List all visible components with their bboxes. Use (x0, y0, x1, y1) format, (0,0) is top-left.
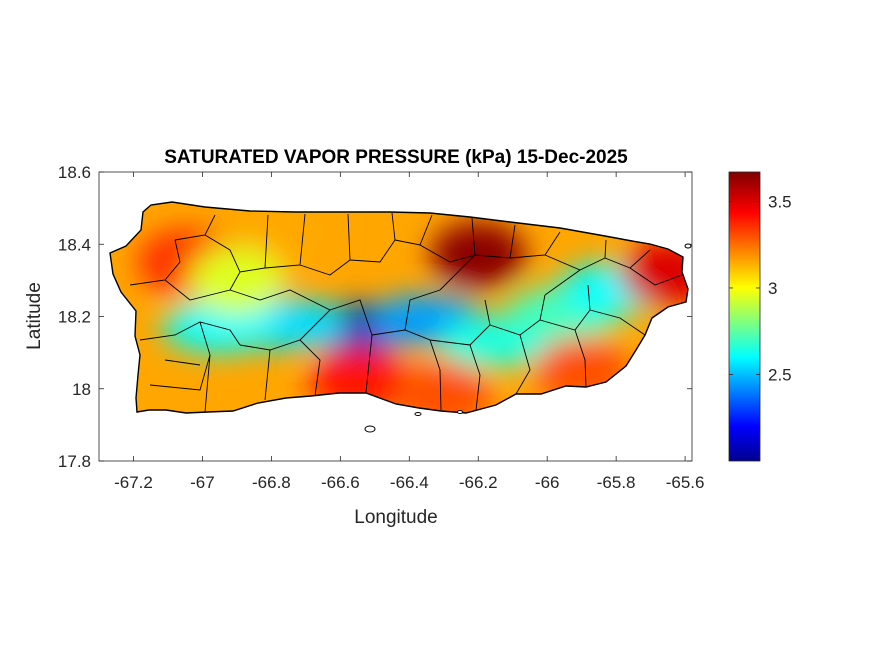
x-tick-label: -66.2 (459, 473, 498, 492)
municipality-boundary (629, 267, 683, 286)
municipality-boundary (299, 213, 351, 276)
municipality-boundary (544, 269, 581, 296)
vapor-zone (240, 202, 337, 264)
municipality-boundary (544, 239, 607, 271)
islet (414, 412, 422, 416)
x-axis-label: Longitude (354, 507, 437, 528)
x-tick-label: -65.8 (597, 473, 636, 492)
x-tick-label: -65.6 (666, 473, 705, 492)
islet (364, 425, 376, 433)
y-tick-label: 18.6 (58, 163, 91, 182)
municipality-boundary (404, 289, 441, 331)
municipality-boundary (164, 271, 241, 301)
colorbar-ticks: 3.5 3 2.5 (729, 192, 792, 384)
municipality-boundary (469, 344, 481, 411)
y-axis: 18.6 18.4 18.2 18 17.8 (58, 163, 692, 471)
map-title: SATURATED VAPOR PRESSURE (kPa) 15-Dec-20… (164, 147, 628, 168)
municipality-boundary (589, 309, 646, 336)
y-tick-label: 18 (72, 380, 91, 399)
municipality-boundary (574, 329, 587, 387)
x-tick-label: -67.2 (114, 473, 153, 492)
y-tick-label: 18.2 (58, 308, 91, 327)
vapor-zone (619, 239, 688, 308)
municipality-boundary (489, 294, 546, 336)
municipality-boundary (429, 299, 491, 346)
colorbar-tick-label: 2.5 (768, 365, 792, 384)
municipality-boundary (164, 359, 201, 366)
vapor-zone (188, 246, 285, 315)
y-tick-label: 17.8 (58, 452, 91, 471)
x-tick-label: -67 (190, 473, 215, 492)
x-tick-label: -66.6 (321, 473, 360, 492)
colorbar-tick-label: 3 (768, 279, 777, 298)
y-axis-label: Latitude (24, 282, 45, 350)
municipality-boundary (539, 284, 591, 331)
x-axis: -67.2 -67 -66.8 -66.6 -66.4 -66.2 -66 -65.8 -65.… (114, 172, 704, 492)
colorbar-tick-label: 3.5 (768, 192, 792, 211)
municipality-boundary (229, 289, 331, 311)
coastline-outline (109, 201, 689, 414)
y-tick-label: 18.4 (58, 235, 91, 254)
municipality-boundary (264, 349, 271, 401)
x-tick-label: -66 (535, 473, 560, 492)
municipality-boundary (204, 214, 269, 273)
x-tick-label: -66.8 (252, 473, 291, 492)
municipality-boundary (515, 334, 531, 395)
municipality-boundary (349, 212, 396, 263)
municipality-boundary (439, 254, 476, 291)
islet (457, 410, 463, 414)
municipality-boundary (149, 354, 211, 391)
colorbar (728, 171, 761, 462)
municipality-boundary (129, 239, 181, 286)
municipality-boundaries (129, 212, 683, 413)
municipality-boundary (419, 217, 476, 263)
municipality-boundary (299, 299, 373, 393)
x-tick-label: -66.4 (390, 473, 429, 492)
